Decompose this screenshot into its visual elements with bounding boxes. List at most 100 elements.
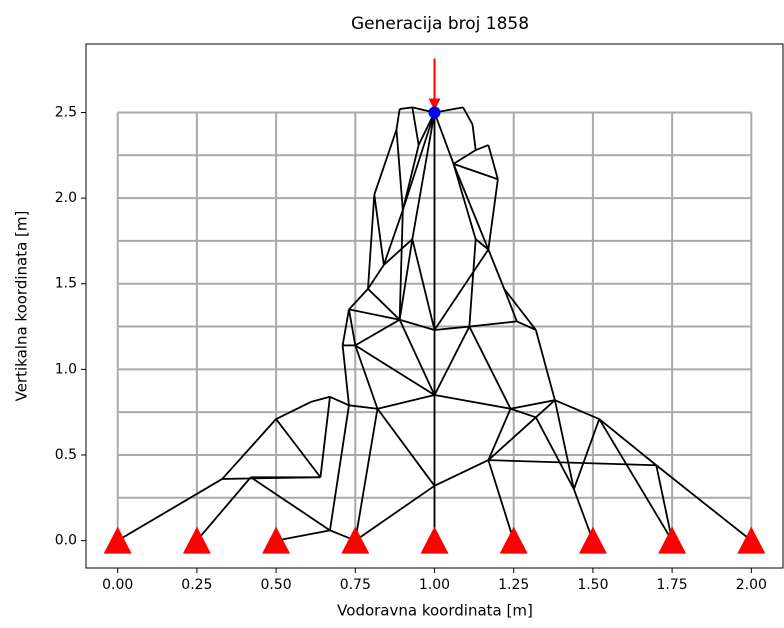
member (367, 264, 385, 290)
support (262, 526, 291, 554)
member (395, 129, 404, 211)
member (401, 112, 436, 211)
member (487, 416, 537, 461)
member (535, 329, 556, 401)
member (554, 399, 600, 420)
member (573, 418, 601, 490)
member (487, 459, 515, 541)
member (468, 239, 477, 327)
support (420, 526, 449, 554)
member (411, 112, 436, 240)
member (348, 308, 400, 321)
member (329, 405, 350, 531)
member (434, 325, 470, 331)
member (221, 418, 277, 480)
member (367, 194, 376, 289)
member (433, 326, 471, 396)
x-tick-label: 0.00 (102, 577, 133, 593)
member (433, 112, 455, 165)
member (535, 399, 556, 418)
member (487, 179, 499, 250)
member (398, 239, 414, 320)
member (196, 476, 252, 542)
support (182, 526, 211, 554)
support (737, 526, 766, 554)
member (367, 288, 401, 321)
member (310, 395, 331, 403)
member (377, 394, 435, 410)
member (598, 418, 657, 466)
member (516, 320, 537, 331)
member (554, 399, 575, 490)
member (373, 194, 385, 266)
y-tick-label: 1.5 (55, 276, 77, 292)
support (341, 526, 370, 554)
member (395, 108, 401, 130)
chart-title: Generacija broj 1858 (351, 14, 529, 34)
member (453, 163, 499, 181)
x-tick-label: 2.00 (736, 577, 767, 593)
member (275, 418, 322, 478)
y-tick-label: 2.5 (55, 104, 77, 120)
x-tick-label: 1.25 (498, 577, 529, 593)
member (275, 401, 312, 420)
member (433, 248, 490, 331)
member (399, 106, 413, 110)
member (510, 399, 556, 410)
member (434, 459, 489, 487)
support (578, 526, 607, 554)
member (411, 239, 436, 331)
member (487, 408, 512, 461)
support (103, 526, 132, 554)
support (658, 526, 687, 554)
member (475, 238, 489, 251)
member (398, 210, 404, 320)
member (354, 408, 379, 541)
member (655, 464, 752, 542)
member (348, 404, 378, 410)
member (341, 345, 350, 406)
member (434, 394, 511, 410)
member (373, 129, 398, 195)
y-tick-label: 2.0 (55, 190, 77, 206)
member (452, 163, 490, 250)
member (468, 326, 512, 410)
x-tick-label: 1.50 (577, 577, 608, 593)
member (398, 319, 436, 396)
member (383, 238, 413, 266)
x-tick-label: 0.25 (181, 577, 212, 593)
member (487, 249, 506, 290)
y-tick-label: 1.0 (55, 361, 77, 377)
member (275, 529, 331, 542)
y-axis-label: Vertikalna koordinata [m] (13, 211, 31, 402)
member (573, 488, 594, 541)
y-tick-label: 0.0 (55, 533, 77, 549)
member (348, 309, 357, 346)
load-node (428, 106, 441, 119)
member (354, 344, 435, 396)
member (535, 416, 575, 490)
member (487, 144, 499, 180)
member (503, 288, 537, 331)
member (117, 478, 223, 542)
member (462, 106, 474, 125)
x-tick-label: 0.75 (340, 577, 371, 593)
x-axis-label: Vodoravna koordinata [m] (337, 602, 533, 620)
member (399, 318, 435, 331)
load-arrow-head (428, 98, 441, 111)
member (469, 320, 517, 328)
y-tick-label: 0.5 (55, 447, 77, 463)
member (250, 476, 331, 532)
member (598, 418, 673, 542)
member (354, 485, 436, 542)
member (348, 288, 369, 311)
member (376, 408, 436, 487)
member (354, 345, 379, 410)
member (411, 107, 420, 146)
member (319, 396, 331, 478)
member (329, 395, 350, 407)
x-tick-label: 1.75 (657, 577, 688, 593)
member (475, 144, 489, 152)
